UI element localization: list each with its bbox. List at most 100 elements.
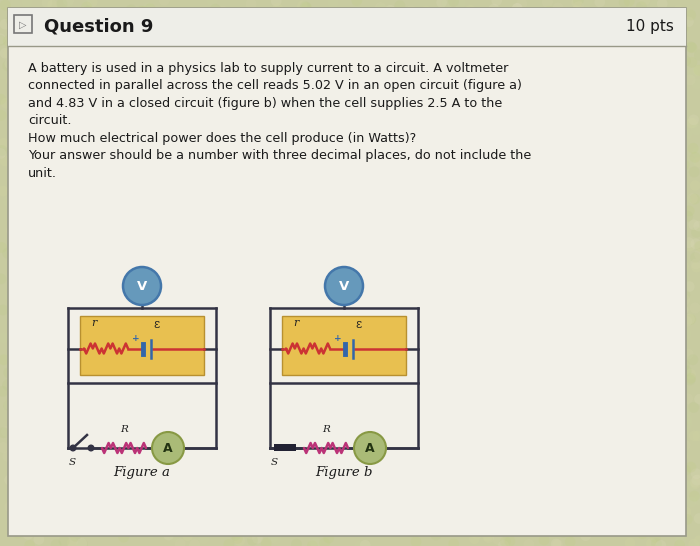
Point xyxy=(693,157,700,166)
Point xyxy=(645,452,656,460)
Point xyxy=(78,235,90,244)
Point xyxy=(402,464,414,472)
Point xyxy=(145,529,156,537)
Point xyxy=(608,238,620,246)
Point xyxy=(44,189,55,198)
Point xyxy=(416,185,428,193)
Point xyxy=(174,375,186,383)
Point xyxy=(684,206,695,215)
Point xyxy=(571,0,582,7)
Point xyxy=(690,304,700,312)
Point xyxy=(342,446,353,454)
Point xyxy=(532,50,543,59)
Point xyxy=(332,306,343,315)
Text: connected in parallel across the cell reads 5.02 V in an open circuit (figure a): connected in parallel across the cell re… xyxy=(28,80,522,92)
Point xyxy=(51,408,62,417)
Point xyxy=(442,10,454,19)
Point xyxy=(196,325,207,334)
Point xyxy=(392,474,403,483)
Point xyxy=(527,318,538,327)
Point xyxy=(382,37,393,45)
Point xyxy=(591,34,602,43)
Point xyxy=(559,275,570,284)
Point xyxy=(275,92,286,100)
Point xyxy=(217,8,228,17)
Point xyxy=(637,530,648,538)
Point xyxy=(281,522,292,531)
Point xyxy=(394,100,405,109)
Point xyxy=(361,45,372,54)
Point xyxy=(395,31,406,39)
Point xyxy=(540,499,552,508)
Point xyxy=(83,42,94,51)
Point xyxy=(260,298,271,306)
Point xyxy=(652,444,664,453)
Point xyxy=(522,501,533,509)
Point xyxy=(150,278,161,287)
Point xyxy=(551,257,562,265)
Point xyxy=(288,424,299,432)
Point xyxy=(601,74,612,82)
Point xyxy=(498,309,510,318)
Point xyxy=(685,11,696,20)
Point xyxy=(619,117,630,126)
Point xyxy=(405,14,416,22)
Point xyxy=(45,62,56,71)
Point xyxy=(99,71,110,80)
Point xyxy=(638,27,649,36)
Point xyxy=(29,283,40,292)
Point xyxy=(174,187,186,195)
Point xyxy=(396,335,407,343)
Point xyxy=(378,264,389,273)
Point xyxy=(48,173,60,181)
Point xyxy=(413,43,424,52)
Point xyxy=(510,222,522,230)
Point xyxy=(517,62,528,71)
Point xyxy=(538,162,549,170)
Point xyxy=(172,237,183,246)
Point xyxy=(189,290,200,299)
Point xyxy=(256,223,267,232)
Point xyxy=(645,308,657,317)
Point xyxy=(389,385,400,394)
Point xyxy=(449,334,460,343)
Point xyxy=(436,0,447,7)
Point xyxy=(658,352,669,360)
Point xyxy=(622,110,633,119)
Point xyxy=(58,178,69,187)
Point xyxy=(579,172,590,181)
Point xyxy=(75,98,86,106)
Point xyxy=(270,258,281,266)
Point xyxy=(143,3,154,12)
Point xyxy=(556,368,568,377)
Point xyxy=(656,168,667,177)
Point xyxy=(201,94,212,103)
Point xyxy=(186,455,197,464)
Point xyxy=(261,257,272,266)
Point xyxy=(626,468,637,477)
Point xyxy=(486,470,498,479)
Point xyxy=(62,235,73,244)
Point xyxy=(220,135,231,144)
Point xyxy=(76,20,87,28)
Point xyxy=(416,495,427,504)
Point xyxy=(133,498,144,507)
Point xyxy=(6,76,17,85)
Point xyxy=(681,317,692,326)
Point xyxy=(494,114,505,123)
Point xyxy=(169,8,181,17)
Point xyxy=(111,422,122,431)
Point xyxy=(343,391,354,400)
Point xyxy=(141,384,152,393)
Point xyxy=(271,395,282,404)
Point xyxy=(193,29,204,38)
Point xyxy=(95,300,106,308)
Point xyxy=(288,519,300,527)
Point xyxy=(624,505,636,513)
Point xyxy=(202,203,213,212)
Point xyxy=(511,220,522,229)
Point xyxy=(38,387,49,395)
Point xyxy=(419,383,430,392)
Point xyxy=(239,223,250,232)
Point xyxy=(536,410,547,418)
